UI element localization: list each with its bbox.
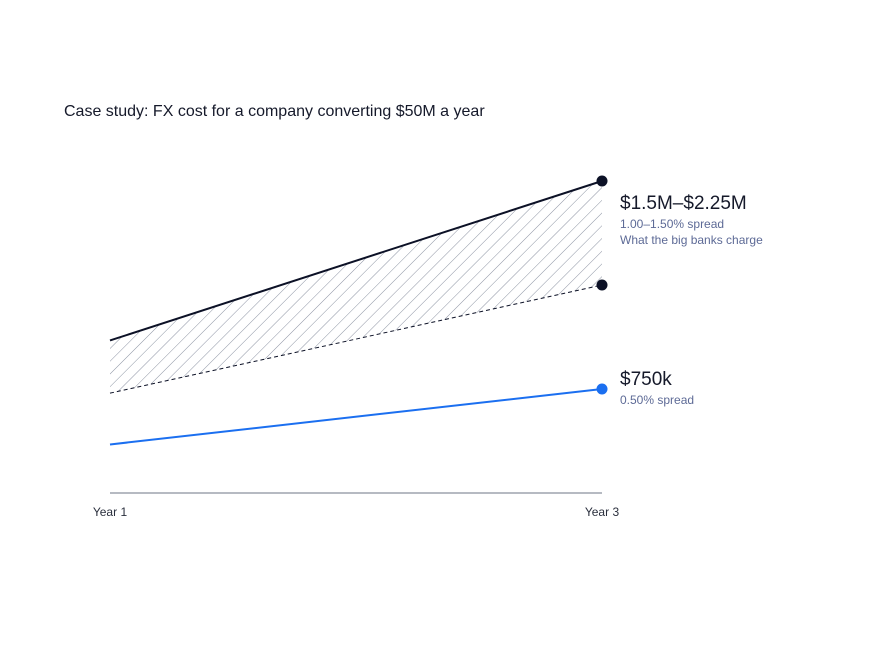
- low-cost-line: [109, 388, 603, 446]
- bank-description-label: What the big banks charge: [620, 233, 763, 247]
- bank-high-endpoint: [596, 175, 608, 187]
- x-tick-label-year-1: Year 1: [93, 505, 128, 519]
- low-cost-label: $750k: [620, 369, 672, 390]
- chart-title: Case study: FX cost for a company conver…: [64, 103, 485, 120]
- low-cost-endpoint: [596, 383, 608, 395]
- low-spread-label: 0.50% spread: [620, 393, 694, 407]
- chart-marks: [109, 175, 608, 446]
- bank-spread-label: 1.00–1.50% spread: [620, 217, 724, 231]
- bank-spread-band: [110, 181, 602, 394]
- bank-cost-label: $1.5M–$2.25M: [620, 193, 747, 214]
- bank-low-endpoint: [596, 279, 608, 291]
- x-tick-label-year-3: Year 3: [585, 505, 620, 519]
- bank-high-line: [109, 180, 603, 342]
